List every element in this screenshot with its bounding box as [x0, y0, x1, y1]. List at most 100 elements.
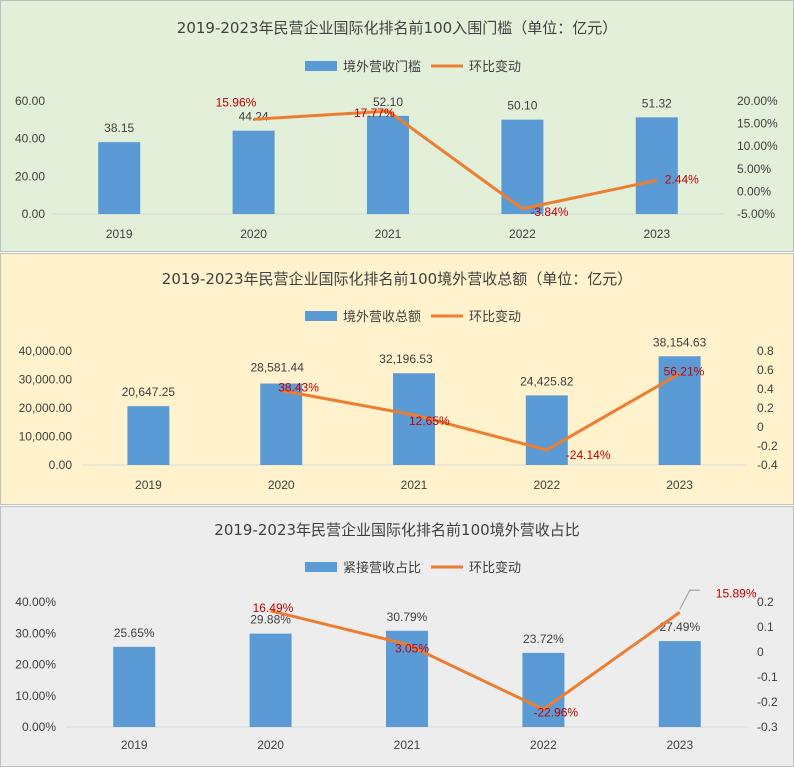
bar-value-label: 32,196.53 [379, 352, 433, 366]
x-tick-label: 2021 [375, 227, 402, 241]
y2-tick-label: 0.8 [757, 344, 774, 358]
bar-value-label: 25.65% [114, 626, 155, 640]
line-value-label: 17.77% [354, 106, 395, 120]
legend-bar-swatch [305, 562, 337, 572]
y2-tick-label: 0.1 [757, 620, 774, 634]
y2-tick-label: 5.00% [737, 162, 771, 176]
x-tick-label: 2023 [643, 227, 670, 241]
legend-bar-label: 境外营收门槛 [343, 60, 421, 75]
line-value-label: -22.96% [533, 705, 578, 719]
y2-tick-label: 0.2 [757, 401, 774, 415]
bar [98, 142, 141, 214]
y-tick-label: 10,000.00 [19, 430, 73, 444]
line-value-label: 16.49% [253, 601, 294, 615]
y-tick-label: 30.00% [15, 626, 56, 640]
x-tick-label: 2021 [401, 478, 428, 492]
chart-title: 2019-2023年民营企业国际化排名前100入围门槛（单位：亿元） [177, 19, 617, 37]
bar [232, 130, 275, 214]
bar [522, 652, 565, 727]
legend: 境外营收门槛 环比变动 [305, 59, 521, 75]
y2-tick-label: -0.1 [757, 670, 778, 684]
bar-value-label: 44.24 [239, 110, 269, 124]
x-tick-label: 2022 [533, 478, 560, 492]
x-tick-label: 2020 [257, 738, 284, 752]
y2-tick-label: 0.6 [757, 363, 774, 377]
leader-line [679, 589, 700, 610]
y-tick-label: 0.00 [22, 207, 46, 221]
y2-tick-label: -0.4 [757, 458, 778, 472]
bar-value-label: 38.15 [104, 121, 134, 135]
y-tick-label: 10.00% [15, 689, 56, 703]
bar-value-label: 20,647.25 [122, 385, 176, 399]
y-tick-label: 30,000.00 [19, 373, 73, 387]
line-value-label: 12.65% [409, 414, 450, 428]
x-tick-label: 2020 [240, 227, 267, 241]
bar [260, 383, 303, 465]
y2-tick-label: 0 [757, 420, 764, 434]
y2-tick-label: 15.00% [737, 117, 778, 131]
x-tick-label: 2021 [394, 738, 421, 752]
x-tick-label: 2019 [135, 478, 162, 492]
bar [635, 117, 678, 214]
legend: 紧接营收占比 环比变动 [305, 560, 521, 576]
y2-tick-label: -0.3 [757, 720, 778, 734]
line-series [280, 372, 681, 452]
x-tick-label: 2020 [268, 478, 295, 492]
y-tick-label: 0.00% [22, 720, 56, 734]
bar-value-label: 52.10 [373, 95, 403, 109]
legend-bar-swatch [305, 61, 337, 71]
y-tick-label: 60.00 [15, 94, 45, 108]
y-tick-label: 40,000.00 [19, 344, 73, 358]
x-tick-label: 2019 [121, 738, 148, 752]
bar [367, 115, 409, 214]
y-tick-label: 40.00% [15, 595, 56, 609]
line-value-label: -24.14% [566, 448, 611, 462]
legend-line-label: 环比变动 [469, 59, 521, 75]
bar [249, 633, 292, 727]
bar-value-label: 29.88% [250, 613, 291, 627]
bar-value-label: 28,581.44 [251, 361, 305, 375]
y2-tick-label: -5.00% [737, 207, 775, 221]
bar-value-label: 24,425.82 [520, 374, 574, 388]
y-tick-label: 0.00 [49, 458, 73, 472]
chart-title: 2019-2023年民营企业国际化排名前100境外营收总额（单位：亿元） [162, 270, 632, 288]
line-series [253, 109, 658, 211]
legend-line-label: 环比变动 [469, 309, 521, 325]
y2-tick-label: 0 [757, 645, 764, 659]
y-tick-label: 20.00 [15, 169, 45, 183]
bar-value-label: 23.72% [523, 632, 564, 646]
y-tick-label: 20,000.00 [19, 401, 73, 415]
legend-line-label: 环比变动 [469, 560, 521, 576]
y2-tick-label: 10.00% [737, 139, 778, 153]
line-value-label: 3.05% [395, 641, 429, 655]
y2-tick-label: 20.00% [737, 94, 778, 108]
legend-bar-label: 境外营收总额 [343, 310, 421, 325]
x-tick-label: 2019 [106, 227, 133, 241]
x-tick-label: 2022 [509, 227, 536, 241]
chart-title: 2019-2023年民营企业国际化排名前100境外营收占比 [214, 521, 579, 539]
bar-value-label: 38,154.63 [653, 335, 707, 349]
y2-tick-label: -0.2 [757, 439, 778, 453]
line-value-label: 15.89% [716, 586, 757, 600]
line-value-label: 56.21% [664, 365, 705, 379]
legend-bar-label: 紧接营收占比 [343, 560, 421, 576]
bar [658, 641, 701, 727]
legend: 境外营收总额 环比变动 [305, 309, 521, 325]
y2-tick-label: 0.4 [757, 382, 774, 396]
chart-panel-1: 2019-2023年民营企业国际化排名前100入围门槛（单位：亿元） 境外营收门槛… [0, 0, 794, 252]
line-series [270, 609, 681, 711]
y-tick-label: 40.00 [15, 132, 45, 146]
line-value-label: -3.84% [530, 205, 568, 219]
bar-value-label: 51.32 [642, 96, 672, 110]
y2-tick-label: -0.2 [757, 695, 778, 709]
chart-panel-2: 2019-2023年民营企业国际化排名前100境外营收总额（单位：亿元） 境外营收… [0, 253, 794, 505]
bar-value-label: 27.49% [659, 620, 700, 634]
x-tick-label: 2022 [530, 738, 557, 752]
line-value-label: 2.44% [665, 172, 699, 186]
y2-tick-label: 0.00% [737, 184, 771, 198]
bar-value-label: 50.10 [507, 99, 537, 113]
bar [127, 406, 170, 465]
